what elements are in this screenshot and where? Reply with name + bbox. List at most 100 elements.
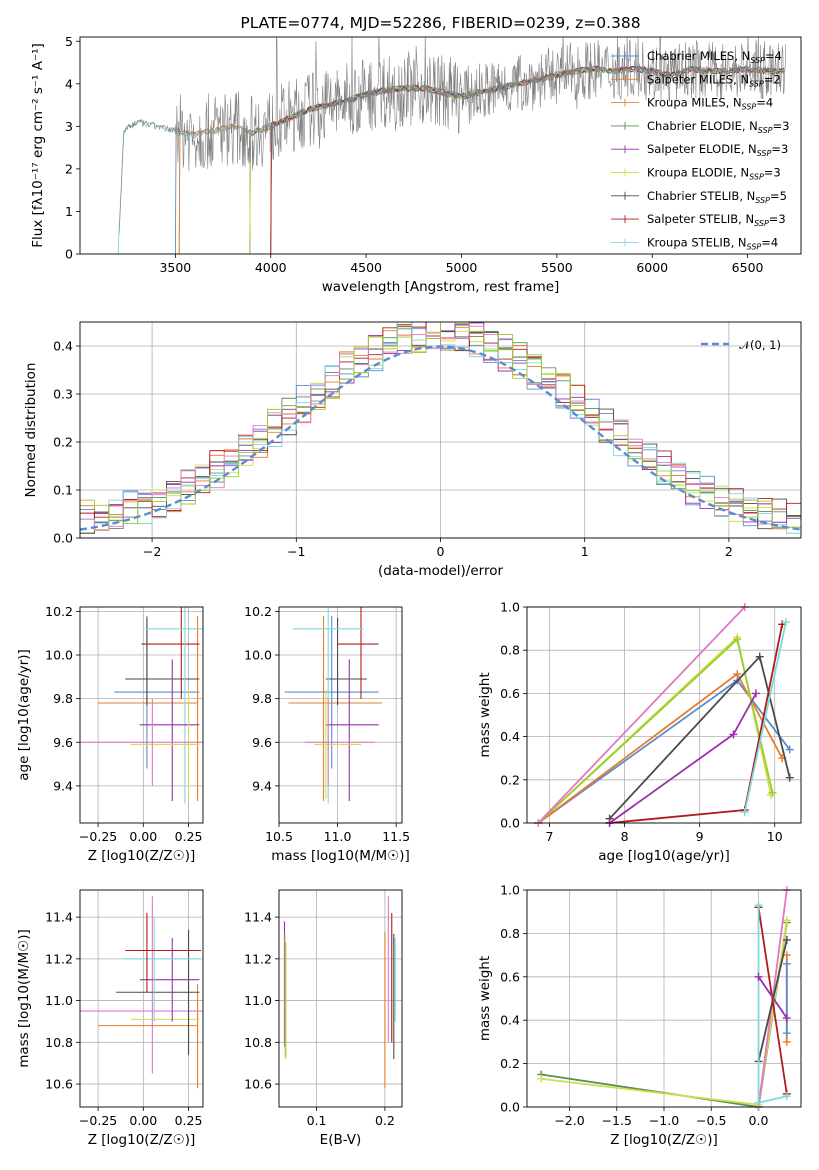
mass-weight-marker: [768, 788, 777, 797]
x-tick-label: 3500: [159, 260, 191, 275]
y-tick-label: 1: [65, 204, 73, 219]
axes-frame: [278, 889, 403, 1108]
x-tick-label: 5500: [541, 260, 573, 275]
y-tick-label: 0.4: [53, 339, 73, 354]
x-tick-label: −2.0: [554, 1113, 584, 1128]
x-tick-label: −1: [287, 544, 305, 559]
axes-frame: [79, 36, 802, 255]
mass-weight-marker: [733, 669, 742, 678]
mass-weight-line: [537, 637, 774, 824]
mass-weight-line: [537, 606, 746, 824]
x-tick-label: 0.25: [175, 1113, 203, 1128]
y-tick-label: 10.8: [45, 1035, 73, 1050]
mass-weight-marker: [785, 773, 794, 782]
chart-title: PLATE=0774, MJD=52286, FIBERID=0239, z=0…: [240, 14, 640, 32]
y-tick-label: 0.4: [500, 729, 520, 744]
panel-mass-vs-Z: −0.25 0.00 0.25 10.6 10.8 11.0 11.2 11.4 Z [log1…: [16, 889, 204, 1148]
y-tick-label: 0.6: [500, 969, 520, 984]
mass-weight-marker: [729, 730, 738, 739]
x-tick-label: 4500: [350, 260, 382, 275]
panel-age-vs-Z: −0.25 0.00 0.25 9.4 9.6 9.8 10.0 10.2 Z [log10(Z…: [16, 604, 204, 864]
x-tick-label: 9: [696, 829, 704, 844]
mass-weight-marker: [782, 916, 791, 925]
legend-label: Kroupa STELIB, NSSP=4: [647, 235, 778, 251]
y-tick-label: 10.6: [244, 1077, 272, 1092]
mass-weight-marker: [754, 901, 763, 910]
x-tick-label: 0.1: [307, 1113, 327, 1128]
y-tick-label: 0.8: [500, 926, 520, 941]
y-tick-label: 0.2: [500, 772, 520, 787]
y-tick-label: 9.6: [53, 735, 73, 750]
panel-residuals: −2 −1 0 1 2 0.0 0.1 0.2 0.3 0.4 (data-model)/error…: [23, 321, 802, 579]
y-tick-label: 11.0: [45, 993, 73, 1008]
x-tick-label: 0: [437, 544, 445, 559]
y-tick-label: 0.6: [500, 686, 520, 701]
mass-weight-marker: [755, 652, 764, 661]
mass-weight-marker: [733, 635, 742, 644]
panel-massweight-vs-Z: −2.0 −1.5 −1.0 −0.5 0.0 0.0 0.2 0.4 0.6 0.8 1.0 Z […: [477, 883, 802, 1148]
x-tick-label: 1: [581, 544, 589, 559]
mass-weight-line: [757, 907, 788, 1095]
y-tick-label: 9.8: [252, 691, 272, 706]
x-tick-label: 0.2: [375, 1113, 395, 1128]
y-tick-label: 10.0: [45, 648, 73, 663]
panel-mass-vs-ebv: 0.1 0.2 10.6 10.8 11.0 11.2 11.4 E(B-V): [244, 889, 403, 1148]
y-tick-label: 2: [65, 161, 73, 176]
y-axis-label: age [log10(age/yr)]: [16, 649, 32, 781]
axes-frame: [526, 889, 802, 1108]
x-tick-label: 10.5: [265, 829, 293, 844]
y-tick-label: 0.0: [500, 1100, 520, 1115]
mass-weight-marker: [782, 1092, 791, 1101]
y-tick-label: 0.0: [500, 816, 520, 831]
y-tick-label: 5: [65, 34, 73, 49]
y-tick-label: 9.6: [252, 735, 272, 750]
mass-weight-line: [743, 621, 787, 813]
y-tick-label: 0.2: [53, 435, 73, 450]
axes-frame: [79, 889, 204, 1108]
y-tick-label: 11.0: [244, 993, 272, 1008]
x-tick-label: 2: [725, 544, 733, 559]
legend-label: Salpeter STELIB, NSSP=3: [647, 212, 786, 228]
mass-weight-marker: [782, 1037, 791, 1046]
y-tick-label: 3: [65, 119, 73, 134]
y-tick-label: 0.1: [53, 483, 73, 498]
x-axis-label: wavelength [Angstrom, rest frame]: [322, 279, 560, 295]
mass-weight-marker: [782, 959, 791, 968]
y-tick-label: 10.2: [45, 604, 73, 619]
y-tick-label: 0.3: [53, 387, 73, 402]
y-tick-label: 4: [65, 76, 73, 91]
y-tick-label: 11.4: [45, 910, 73, 925]
y-tick-label: 0: [65, 247, 73, 262]
spectrum-data-line: [118, 37, 786, 234]
x-tick-label: 8: [621, 829, 629, 844]
x-tick-label: 0.0: [749, 1113, 769, 1128]
x-tick-label: 6500: [732, 260, 764, 275]
mass-weight-marker: [781, 618, 790, 627]
x-tick-label: −0.25: [79, 1113, 117, 1128]
mass-weight-marker: [537, 1074, 546, 1083]
x-tick-label: 5000: [446, 260, 478, 275]
x-tick-label: 11.5: [382, 829, 410, 844]
x-tick-label: −1.5: [602, 1113, 632, 1128]
mass-weight-line: [609, 692, 757, 824]
panel-spectrum: 3500 4000 4500 5000 5500 6000 6500 0 1 2 3 4 5 PLATE=…: [30, 14, 802, 295]
y-tick-label: 0.4: [500, 1013, 520, 1028]
y-axis-label: mass weight: [477, 956, 493, 1041]
x-tick-label: −2: [143, 544, 161, 559]
y-tick-label: 11.2: [244, 951, 272, 966]
axes-frame: [278, 606, 403, 824]
y-tick-label: 11.2: [45, 951, 73, 966]
mass-weight-line: [757, 976, 788, 1019]
x-axis-label: Z [log10(Z/Z☉)]: [610, 1132, 718, 1148]
y-tick-label: 0.8: [500, 643, 520, 658]
mass-weight-marker: [740, 808, 749, 817]
x-tick-label: −0.25: [79, 829, 117, 844]
x-tick-label: 4000: [255, 260, 287, 275]
y-tick-label: 0.0: [53, 531, 73, 546]
mass-weight-marker: [785, 745, 794, 754]
y-tick-label: 9.4: [252, 778, 272, 793]
x-tick-label: −0.5: [696, 1113, 726, 1128]
y-axis-label: mass [log10(M/M☉)]: [16, 929, 32, 1068]
y-tick-label: 10.6: [45, 1077, 73, 1092]
